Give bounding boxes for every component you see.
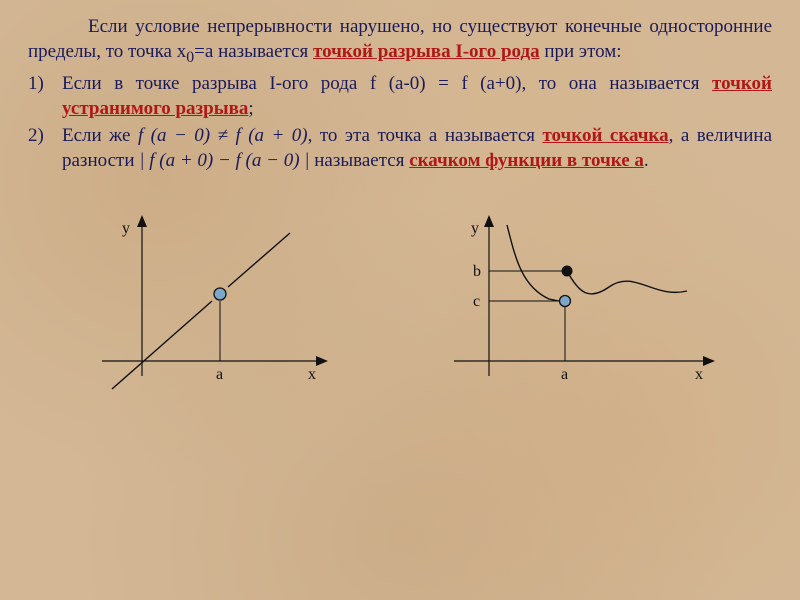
charts-row: y x a y x b c: [28, 201, 772, 411]
paragraph-intro: Если условие непрерывности нарушено, но …: [28, 14, 772, 69]
c-label: c: [473, 293, 480, 310]
formula-jump: | f (a + 0) − f (a − 0) |: [139, 150, 309, 171]
chart-left: y x a: [72, 201, 342, 411]
item2-red-a: точкой скачка: [542, 125, 668, 146]
item2-b-mid: называется: [310, 150, 410, 171]
x-axis-arrow-icon: [703, 356, 715, 366]
list-item-2: 2) Если же f (a − 0) ≠ f (a + 0), то эта…: [28, 123, 772, 173]
y-axis-arrow-icon: [484, 215, 494, 227]
y-label: y: [122, 220, 130, 237]
item1-pre: Если в точке разрыва I-ого рода f (a-0) …: [62, 73, 712, 94]
solid-point: [561, 266, 572, 277]
b-label: b: [473, 263, 481, 280]
list-item-1: 1) Если в точке разрыва I-ого рода f (a-…: [28, 71, 772, 121]
open-point: [559, 296, 570, 307]
x-axis-arrow-icon: [316, 356, 328, 366]
page: Если условие непрерывности нарушено, но …: [0, 0, 800, 411]
list-2-number: 2): [28, 123, 62, 173]
a-label: a: [561, 366, 568, 383]
intro-sub: 0: [186, 49, 194, 66]
item2-b-tail: .: [644, 150, 649, 171]
intro-tail: при этом:: [540, 41, 622, 62]
curve-left: [507, 225, 559, 301]
item1-tail: ;: [248, 98, 253, 119]
list-1-number: 1): [28, 71, 62, 121]
curve-right: [567, 271, 687, 294]
open-point: [214, 288, 226, 300]
formula-not-equal: f (a − 0) ≠ f (a + 0): [138, 125, 308, 146]
x-label: x: [308, 366, 316, 383]
intro-red: точкой разрыва I-ого рода: [313, 41, 540, 62]
item2-a-pre: Если же: [62, 125, 138, 146]
line-segment-right: [228, 233, 290, 287]
item2-red-b: скачком функции в точке a: [409, 150, 644, 171]
item2-a-mid: , то эта точка a называется: [308, 125, 543, 146]
list-2-body: Если же f (a − 0) ≠ f (a + 0), то эта то…: [62, 123, 772, 173]
intro-post: =a называется: [194, 41, 313, 62]
x-label: x: [695, 366, 703, 383]
a-label: a: [216, 366, 223, 383]
y-axis-arrow-icon: [137, 215, 147, 227]
list-1-body: Если в точке разрыва I-ого рода f (a-0) …: [62, 71, 772, 121]
y-label: y: [471, 220, 479, 237]
line-segment-left: [112, 301, 212, 389]
chart-right: y x b c a: [429, 201, 729, 411]
